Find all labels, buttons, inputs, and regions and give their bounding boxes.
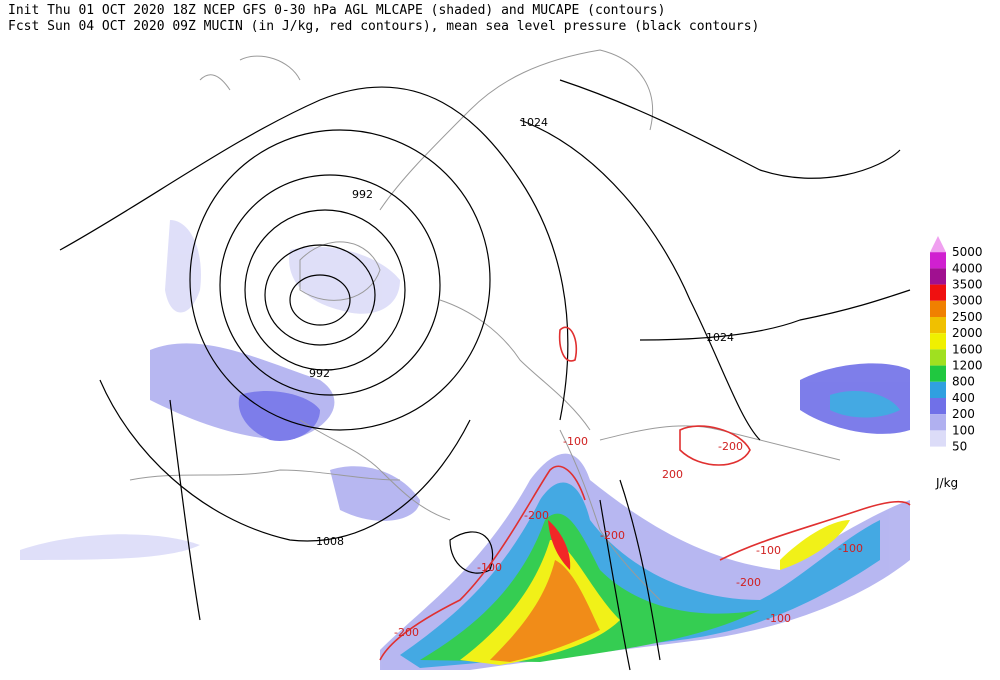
legend-label: 50	[952, 440, 967, 454]
legend-label: 100	[952, 423, 975, 437]
legend-label: 800	[952, 375, 975, 389]
legend-swatch	[930, 268, 946, 285]
legend-swatch	[930, 252, 946, 269]
cin-label: -100	[477, 561, 502, 574]
legend-label: 4000	[952, 261, 983, 275]
cin-label: -200	[394, 626, 419, 639]
isobar-label: 1008	[316, 535, 344, 548]
header-line: Fcst Sun 04 OCT 2020 09Z MUCIN (in J/kg,…	[8, 19, 759, 34]
legend-swatch	[930, 365, 946, 382]
cin-label: -100	[838, 542, 863, 555]
legend-swatch	[930, 284, 946, 301]
legend: 5000 4000 3500 3000 2500 2000 1600 1200 800 400 20…	[930, 236, 983, 454]
cin-label: -200	[524, 509, 549, 522]
legend-label: 3000	[952, 294, 983, 308]
legend-label: 1200	[952, 359, 983, 373]
cin-label: -100	[756, 544, 781, 557]
coastlines	[129, 49, 841, 601]
cin-label: -100	[563, 435, 588, 448]
legend-swatch	[930, 398, 946, 415]
cape-shading	[20, 220, 910, 670]
legend-label: 2000	[952, 326, 983, 340]
legend-swatch	[930, 317, 946, 334]
legend-label: 5000	[952, 245, 983, 259]
legend-label: 1600	[952, 342, 983, 356]
cin-label: -200	[736, 576, 761, 589]
legend-label: 400	[952, 391, 975, 405]
isobar-label: 1024	[520, 116, 548, 129]
cin-label: -100	[766, 612, 791, 625]
legend-swatch	[930, 300, 946, 317]
legend-swatch	[930, 381, 946, 398]
header-line: Init Thu 01 OCT 2020 18Z NCEP GFS 0-30 h…	[8, 3, 665, 18]
legend-label: 200	[952, 407, 975, 421]
isobars	[59, 79, 911, 671]
cin-label: -200	[600, 529, 625, 542]
legend-swatch	[930, 333, 946, 350]
legend-swatch	[930, 349, 946, 366]
isobar-label: 992	[352, 188, 373, 201]
legend-swatch	[930, 430, 946, 447]
cin-contours	[379, 326, 911, 661]
legend-label: 3500	[952, 278, 983, 292]
cin-label: 200	[662, 468, 683, 481]
legend-label: 2500	[952, 310, 983, 324]
isobar-label: 1024	[706, 331, 734, 344]
isobar-label: 992	[309, 367, 330, 380]
legend-swatch	[930, 236, 946, 253]
legend-unit: J/kg	[935, 476, 958, 490]
legend-swatch	[930, 414, 946, 431]
cin-label: -200	[718, 440, 743, 453]
